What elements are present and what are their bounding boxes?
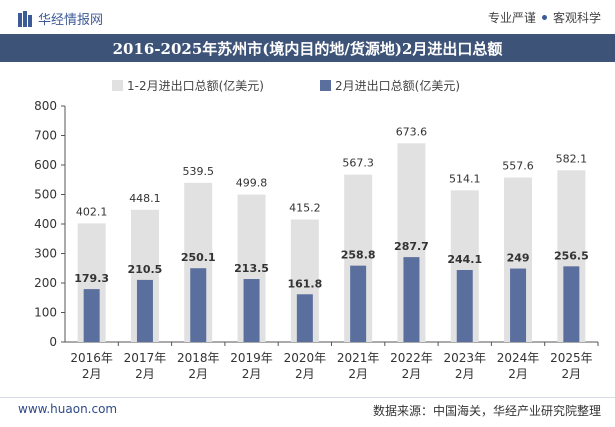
bar-feb	[190, 268, 207, 342]
x-tick-label-month: 2月	[508, 367, 528, 381]
x-tick-label-year: 2018年	[177, 351, 220, 365]
y-tick-label: 400	[34, 217, 57, 231]
x-tick-label-month: 2月	[348, 367, 368, 381]
bar-feb	[563, 266, 580, 342]
data-label-feb: 256.5	[554, 249, 589, 262]
x-tick-label-year: 2020年	[284, 351, 327, 365]
data-label-feb: 250.1	[181, 251, 216, 264]
tagline-right: 客观科学	[552, 11, 601, 25]
y-tick-label: 0	[49, 335, 57, 349]
y-tick-label: 800	[34, 99, 57, 113]
x-tick-label-month: 2月	[188, 367, 208, 381]
x-tick-label-year: 2016年	[70, 351, 113, 365]
data-label-total: 557.6	[502, 160, 534, 173]
data-label-feb: 244.1	[447, 253, 482, 266]
data-label-feb: 213.5	[234, 262, 269, 275]
y-tick-label: 300	[34, 247, 57, 261]
brand[interactable]: 华经情报网	[18, 9, 103, 28]
y-tick-label: 100	[34, 306, 57, 320]
tagline: 专业严谨 客观科学	[488, 9, 601, 26]
data-label-total: 499.8	[236, 177, 268, 190]
data-label-total: 514.1	[449, 172, 481, 185]
x-tick-label-month: 2月	[402, 367, 422, 381]
x-tick-label-year: 2024年	[497, 351, 540, 365]
top-bar: 华经情报网 专业严谨 客观科学	[0, 0, 615, 34]
data-label-total: 402.1	[76, 205, 108, 218]
data-label-total: 415.2	[289, 202, 321, 215]
legend-label-2: 2月进出口总额(亿美元)	[335, 78, 460, 93]
chart-title: 2016-2025年苏州市(境内目的地/货源地)2月进出口总额	[0, 34, 615, 62]
y-tick-label: 600	[34, 158, 57, 172]
bar-feb	[403, 257, 420, 342]
bar-feb	[350, 265, 367, 342]
bar-feb	[136, 279, 153, 342]
data-label-total: 567.3	[342, 157, 374, 170]
legend-label-1: 1-2月进出口总额(亿美元)	[127, 78, 264, 93]
y-tick-label: 200	[34, 276, 57, 290]
data-label-total: 582.1	[556, 152, 588, 165]
x-tick-label-month: 2月	[82, 367, 102, 381]
x-tick-label-year: 2023年	[443, 351, 486, 365]
bar-feb	[243, 279, 260, 342]
brand-logo-icon	[18, 10, 32, 27]
bar-feb	[456, 269, 473, 342]
data-label-total: 673.6	[396, 125, 428, 138]
tagline-left: 专业严谨	[487, 11, 536, 25]
data-label-feb: 179.3	[74, 272, 109, 285]
data-label-feb: 249	[507, 252, 530, 265]
y-tick-label: 700	[34, 129, 57, 143]
brand-name: 华经情报网	[38, 13, 104, 28]
footer-source: 数据来源：中国海关，华经产业研究院整理	[372, 404, 601, 418]
y-tick-label: 500	[34, 188, 57, 202]
data-label-feb: 258.8	[341, 249, 376, 262]
bar-feb	[296, 294, 313, 342]
data-label-feb: 161.8	[287, 277, 322, 290]
x-tick-label-year: 2019年	[230, 351, 273, 365]
x-tick-label-year: 2017年	[124, 351, 167, 365]
legend-swatch-2	[320, 80, 331, 91]
chart: 1-2月进出口总额(亿美元) 2月进出口总额(亿美元) 0 100 200 300 400 5…	[34, 78, 599, 381]
footer-website[interactable]: www.huaon.com	[18, 402, 118, 416]
data-label-total: 448.1	[129, 192, 161, 205]
x-tick-label-month: 2月	[135, 367, 155, 381]
x-tick-label-year: 2021年	[337, 351, 380, 365]
bar-feb	[510, 268, 527, 342]
x-tick-label-month: 2月	[242, 367, 262, 381]
x-tick-label-month: 2月	[455, 367, 475, 381]
data-label-feb: 287.7	[394, 240, 429, 253]
x-tick-label-year: 2022年	[390, 351, 433, 365]
footer-divider	[0, 397, 615, 398]
x-tick-label-month: 2月	[295, 367, 315, 381]
data-label-total: 539.5	[183, 165, 215, 178]
dot-icon	[541, 15, 547, 20]
data-label-feb: 210.5	[128, 263, 163, 276]
bar-feb	[83, 289, 100, 342]
x-tick-label-year: 2025年	[550, 351, 593, 365]
legend-swatch-1	[112, 80, 123, 91]
x-tick-label-month: 2月	[562, 367, 582, 381]
